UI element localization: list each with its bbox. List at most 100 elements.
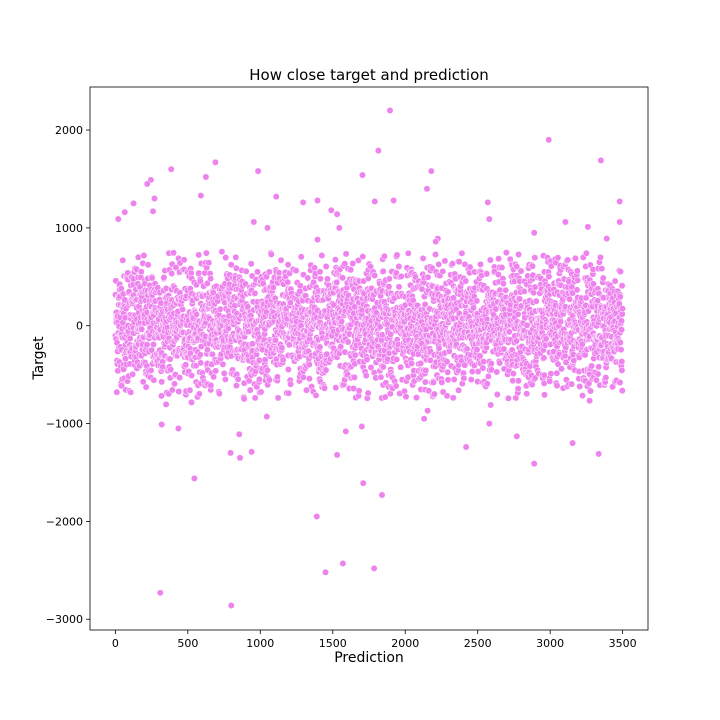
scatter-point <box>221 375 229 383</box>
scatter-point-outlier <box>313 513 321 520</box>
x-tick-label: 0 <box>112 637 119 650</box>
scatter-point <box>557 318 565 326</box>
scatter-point <box>137 268 145 276</box>
scatter-point <box>316 343 324 351</box>
scatter-point <box>531 254 539 262</box>
scatter-point <box>316 275 324 283</box>
scatter-point <box>618 358 626 366</box>
scatter-point <box>392 382 400 390</box>
scatter-point <box>150 376 158 384</box>
scatter-point <box>480 358 488 366</box>
scatter-point <box>126 335 134 342</box>
scatter-point <box>140 252 148 259</box>
scatter-point <box>196 351 204 359</box>
scatter-point <box>367 364 375 371</box>
scatter-point <box>305 375 313 383</box>
scatter-point <box>500 345 508 353</box>
scatter-point <box>355 387 363 395</box>
scatter-point <box>468 368 476 376</box>
scatter-point <box>364 274 372 282</box>
scatter-point <box>272 336 279 344</box>
scatter-point <box>257 388 265 396</box>
scatter-point <box>570 357 578 364</box>
scatter-point <box>222 254 230 262</box>
scatter-point <box>188 398 195 406</box>
scatter-point <box>590 280 597 288</box>
scatter-point <box>166 355 174 363</box>
scatter-point <box>509 370 517 378</box>
scatter-point <box>349 260 357 267</box>
scatter-point <box>168 386 176 394</box>
scatter-point <box>444 368 452 376</box>
y-tick-label: −1000 <box>46 418 83 431</box>
scatter-point <box>127 388 135 396</box>
scatter-point <box>342 250 350 258</box>
scatter-point <box>523 390 531 398</box>
scatter-point <box>450 376 458 383</box>
scatter-point-outlier <box>211 158 219 166</box>
scatter-point <box>167 366 175 374</box>
scatter-point <box>220 369 228 377</box>
scatter-point <box>449 394 457 402</box>
chart-title: How close target and prediction <box>249 66 489 84</box>
scatter-point <box>338 318 346 325</box>
scatter-point <box>616 339 624 347</box>
scatter-point <box>571 254 579 262</box>
scatter-point <box>504 394 512 402</box>
scatter-point-outlier <box>158 421 166 428</box>
scatter-point <box>118 382 126 390</box>
scatter-point <box>354 256 362 264</box>
scatter-point <box>492 305 500 313</box>
scatter-point-outlier <box>616 218 624 226</box>
scatter-point <box>573 286 581 294</box>
scatter-point <box>395 263 403 270</box>
scatter-point <box>171 380 178 388</box>
scatter-point <box>292 267 300 275</box>
scatter-point <box>265 268 273 276</box>
scatter-point-outlier <box>250 218 258 226</box>
scatter-point <box>444 288 452 296</box>
scatter-point-outlier <box>227 449 235 457</box>
scatter-point <box>576 383 584 390</box>
scatter-point-outlier <box>335 224 343 232</box>
scatter-point <box>158 392 165 400</box>
scatter-point <box>598 265 606 273</box>
scatter-point-outlier <box>156 589 164 597</box>
scatter-point <box>441 257 449 265</box>
scatter-point <box>562 358 570 366</box>
scatter-point-outlier <box>121 208 129 216</box>
scatter-point <box>364 389 372 397</box>
scatter-point <box>450 294 457 302</box>
scatter-point <box>547 262 555 270</box>
scatter-point-outlier <box>484 198 492 206</box>
scatter-point <box>473 346 481 354</box>
scatter-point <box>618 282 626 290</box>
scatter-point <box>545 273 553 281</box>
scatter-point <box>574 276 582 284</box>
scatter-point-outlier <box>374 147 382 155</box>
scatter-point-outlier <box>427 167 435 175</box>
x-tick-label: 1500 <box>319 637 347 650</box>
scatter-point-outlier <box>339 560 347 567</box>
scatter-point <box>299 373 307 381</box>
scatter-point <box>484 372 492 380</box>
scatter-point <box>188 372 196 379</box>
scatter-point <box>179 305 187 313</box>
scatter-point-outlier <box>420 415 428 423</box>
scatter-point <box>413 394 420 402</box>
scatter-point <box>619 305 626 313</box>
scatter-point <box>267 250 275 258</box>
y-tick-label: −2000 <box>46 515 83 528</box>
scatter-point <box>285 389 293 397</box>
scatter-point <box>425 387 433 395</box>
scatter-point <box>463 345 471 353</box>
scatter-point <box>332 384 340 392</box>
scatter-point <box>611 277 619 285</box>
scatter-point <box>476 352 484 360</box>
scatter-point <box>303 386 310 394</box>
plot-frame <box>89 86 649 631</box>
scatter-point <box>435 260 443 268</box>
scatter-point <box>274 394 282 402</box>
scatter-point <box>616 293 624 301</box>
scatter-point <box>215 390 223 398</box>
